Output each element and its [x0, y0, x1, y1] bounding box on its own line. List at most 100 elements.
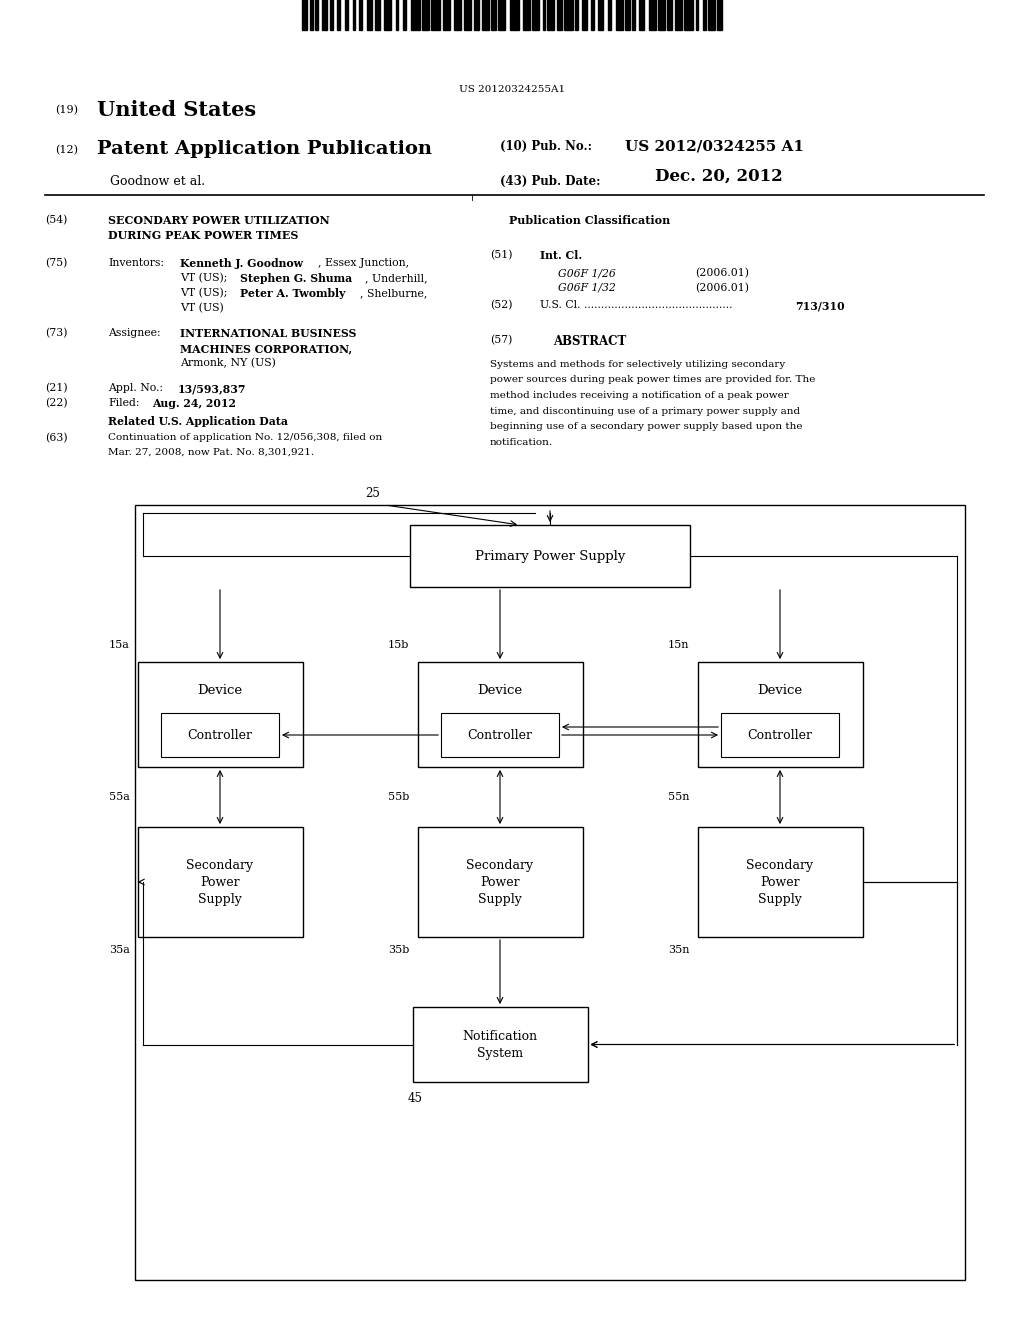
- Bar: [464, 0, 471, 30]
- Bar: [639, 0, 644, 30]
- Bar: [418, 828, 583, 937]
- Text: VT (US);: VT (US);: [180, 273, 230, 284]
- Text: (57): (57): [490, 335, 512, 346]
- Text: (21): (21): [45, 383, 68, 393]
- Bar: [616, 0, 623, 30]
- Bar: [418, 663, 583, 767]
- Text: VT (US): VT (US): [180, 304, 224, 313]
- Text: Mar. 27, 2008, now Pat. No. 8,301,921.: Mar. 27, 2008, now Pat. No. 8,301,921.: [108, 447, 314, 457]
- Bar: [523, 0, 530, 30]
- Bar: [675, 0, 682, 30]
- Text: U.S. Cl. ............................................: U.S. Cl. ...............................…: [540, 300, 732, 310]
- Bar: [353, 0, 355, 30]
- Bar: [384, 0, 391, 30]
- Text: (54): (54): [45, 215, 68, 226]
- Bar: [543, 0, 545, 30]
- Bar: [564, 0, 573, 30]
- Bar: [598, 0, 603, 30]
- Text: Primary Power Supply: Primary Power Supply: [475, 549, 626, 562]
- Bar: [137, 828, 302, 937]
- Text: (51): (51): [490, 249, 512, 260]
- Bar: [697, 828, 862, 937]
- Bar: [396, 0, 398, 30]
- Bar: [498, 0, 505, 30]
- Text: (73): (73): [45, 327, 68, 338]
- Bar: [441, 713, 559, 756]
- Bar: [625, 0, 630, 30]
- Text: US 20120324255A1: US 20120324255A1: [459, 84, 565, 94]
- Bar: [337, 0, 340, 30]
- Bar: [403, 0, 406, 30]
- Bar: [302, 0, 307, 30]
- Bar: [422, 0, 429, 30]
- Bar: [684, 0, 693, 30]
- Bar: [482, 0, 489, 30]
- Text: (22): (22): [45, 399, 68, 408]
- Text: Controller: Controller: [187, 729, 253, 742]
- Bar: [547, 0, 554, 30]
- Text: G06F 1/26: G06F 1/26: [558, 268, 615, 279]
- Text: , Essex Junction,: , Essex Junction,: [318, 257, 410, 268]
- Text: 15b: 15b: [388, 640, 410, 649]
- Text: Systems and methods for selectively utilizing secondary: Systems and methods for selectively util…: [490, 360, 785, 370]
- Text: beginning use of a secondary power supply based upon the: beginning use of a secondary power suppl…: [490, 422, 803, 432]
- Text: (43) Pub. Date:: (43) Pub. Date:: [500, 176, 600, 187]
- Text: Secondary
Power
Supply: Secondary Power Supply: [746, 858, 813, 906]
- Text: (52): (52): [490, 300, 512, 310]
- Text: (63): (63): [45, 433, 68, 444]
- Text: 55a: 55a: [109, 792, 129, 803]
- Text: , Underhill,: , Underhill,: [365, 273, 428, 282]
- Text: Goodnow et al.: Goodnow et al.: [110, 176, 205, 187]
- Bar: [413, 1007, 588, 1082]
- Bar: [431, 0, 440, 30]
- Bar: [375, 0, 380, 30]
- Text: Inventors:: Inventors:: [108, 257, 164, 268]
- Bar: [582, 0, 587, 30]
- Text: Appl. No.:: Appl. No.:: [108, 383, 167, 393]
- Bar: [649, 0, 656, 30]
- Bar: [322, 0, 327, 30]
- Text: Secondary
Power
Supply: Secondary Power Supply: [467, 858, 534, 906]
- Text: (10) Pub. No.:: (10) Pub. No.:: [500, 140, 596, 153]
- Text: US 2012/0324255 A1: US 2012/0324255 A1: [625, 140, 804, 154]
- Bar: [667, 0, 672, 30]
- Bar: [367, 0, 372, 30]
- Text: Controller: Controller: [468, 729, 532, 742]
- Bar: [474, 0, 479, 30]
- Text: notification.: notification.: [490, 437, 553, 446]
- Text: 55n: 55n: [668, 792, 689, 803]
- Text: Related U.S. Application Data: Related U.S. Application Data: [109, 416, 288, 426]
- Text: time, and discontinuing use of a primary power supply and: time, and discontinuing use of a primary…: [490, 407, 800, 416]
- Text: 25: 25: [365, 487, 380, 500]
- Bar: [608, 0, 611, 30]
- Text: MACHINES CORPORATION,: MACHINES CORPORATION,: [180, 343, 352, 354]
- Bar: [717, 0, 722, 30]
- Bar: [411, 0, 420, 30]
- Bar: [697, 663, 862, 767]
- Text: DURING PEAK POWER TIMES: DURING PEAK POWER TIMES: [108, 230, 298, 242]
- Text: , Shelburne,: , Shelburne,: [360, 288, 427, 298]
- Bar: [632, 0, 635, 30]
- Text: SECONDARY POWER UTILIZATION: SECONDARY POWER UTILIZATION: [108, 215, 330, 226]
- Text: Peter A. Twombly: Peter A. Twombly: [240, 288, 345, 300]
- Bar: [696, 0, 698, 30]
- Text: 35b: 35b: [388, 945, 410, 954]
- Text: Int. Cl.: Int. Cl.: [540, 249, 582, 261]
- Text: Stephen G. Shuma: Stephen G. Shuma: [240, 273, 352, 284]
- Text: Secondary
Power
Supply: Secondary Power Supply: [186, 858, 254, 906]
- Text: (12): (12): [55, 145, 78, 156]
- Text: (75): (75): [45, 257, 68, 268]
- Text: method includes receiving a notification of a peak power: method includes receiving a notification…: [490, 391, 788, 400]
- Text: (19): (19): [55, 106, 78, 115]
- Bar: [443, 0, 450, 30]
- Text: ABSTRACT: ABSTRACT: [553, 335, 627, 348]
- Text: Kenneth J. Goodnow: Kenneth J. Goodnow: [180, 257, 303, 269]
- Text: Armonk, NY (US): Armonk, NY (US): [180, 358, 275, 368]
- Bar: [410, 525, 690, 587]
- Bar: [345, 0, 348, 30]
- Text: Device: Device: [477, 684, 522, 697]
- Text: 35n: 35n: [668, 945, 689, 954]
- Text: 45: 45: [408, 1092, 423, 1105]
- Text: 35a: 35a: [109, 945, 129, 954]
- Text: (2006.01): (2006.01): [695, 268, 749, 279]
